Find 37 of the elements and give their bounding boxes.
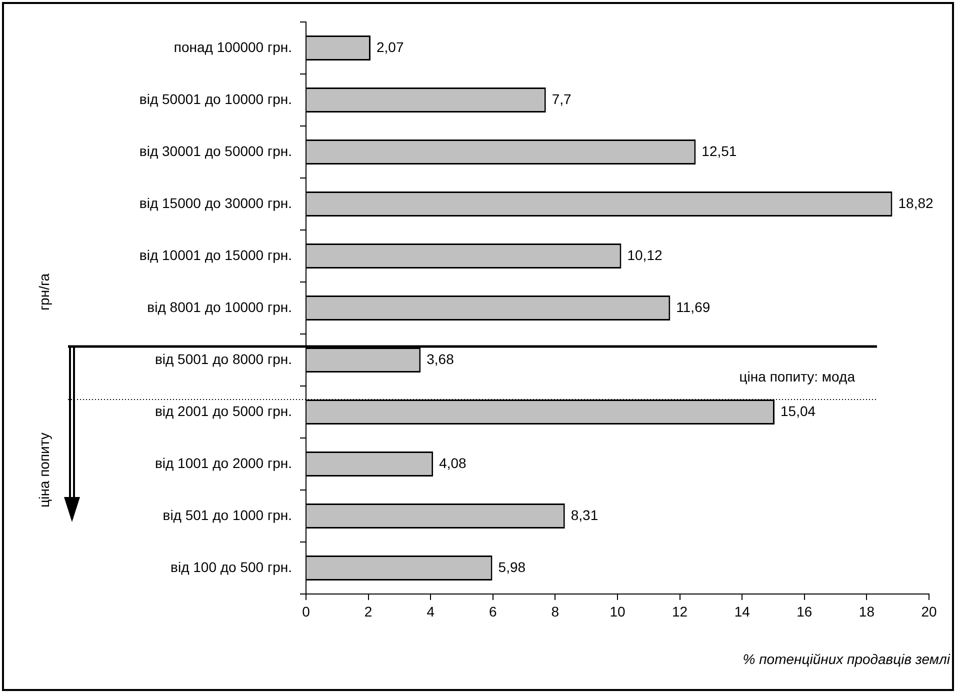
x-tick-label: 12 xyxy=(672,603,688,620)
data-label: 3,68 xyxy=(426,350,454,367)
data-label: 7,7 xyxy=(552,90,572,107)
y-tick-label: від 1001 до 2000 грн. xyxy=(154,454,292,471)
y-tick-label: від 100 до 500 грн. xyxy=(170,558,292,575)
ref-line-label: ціна попиту: мода xyxy=(739,368,856,384)
x-tick-label: 10 xyxy=(610,603,626,620)
x-tick-label: 18 xyxy=(858,603,875,620)
y-tick-label: від 30001 до 50000 грн. xyxy=(139,142,292,159)
x-tick-label: 6 xyxy=(489,603,497,620)
y-tick-label: від 501 до 1000 грн. xyxy=(162,506,292,523)
y-tick-label: від 2001 до 5000 грн. xyxy=(154,402,292,419)
data-label: 5,98 xyxy=(498,558,526,575)
y-tick-label: понад 100000 грн. xyxy=(174,38,292,55)
x-tick-label: 4 xyxy=(426,603,435,620)
data-label: 8,31 xyxy=(570,506,598,523)
y-tick-label: від 8001 до 10000 грн. xyxy=(147,298,292,315)
y-tick-label: від 10001 до 15000 грн. xyxy=(139,246,292,263)
x-tick-label: 0 xyxy=(302,603,310,620)
x-tick-label: 2 xyxy=(364,603,372,620)
x-tick-label: 14 xyxy=(734,603,750,620)
data-label: 15,04 xyxy=(780,402,816,419)
data-label: 2,07 xyxy=(376,38,404,55)
x-tick-label: 20 xyxy=(921,603,937,620)
y-tick-label: від 50001 до 10000 грн. xyxy=(139,90,292,107)
x-tick-label: 16 xyxy=(796,603,812,620)
y-tick-label: від 15000 до 30000 грн. xyxy=(139,194,292,211)
data-label: 11,69 xyxy=(676,298,710,315)
text: грн/га xyxy=(36,273,52,311)
y-tick-label: від 5001 до 8000 грн. xyxy=(154,350,292,367)
x-tick-label: 8 xyxy=(551,603,560,620)
x-axis-title: % потенційних продавців землі xyxy=(742,650,951,667)
text: ціна попиту xyxy=(36,432,52,508)
data-label: 10,12 xyxy=(627,246,662,263)
data-label: 18,82 xyxy=(898,194,934,211)
data-label: 4,08 xyxy=(439,454,467,471)
data-label: 12,51 xyxy=(702,142,737,159)
